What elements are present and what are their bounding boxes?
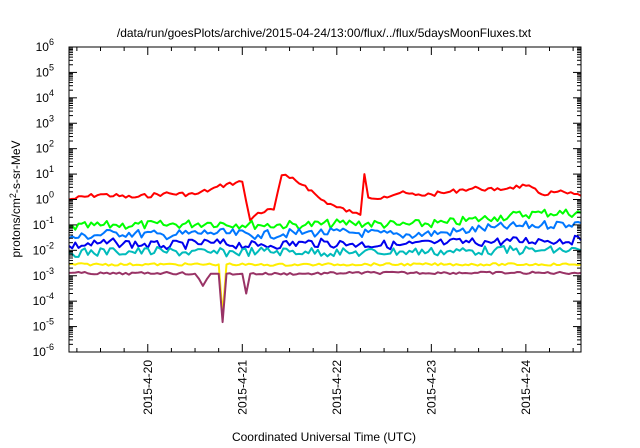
series-line-2 <box>68 208 582 231</box>
y-tick-base: 10 <box>33 269 47 283</box>
y-tick-label: 10-1 <box>33 215 54 232</box>
y-axis-label: protons/cm2-s-sr-MeV <box>8 140 23 257</box>
y-tick-label: 103 <box>36 113 54 130</box>
series-line-5 <box>68 245 582 258</box>
y-tick-exp: -5 <box>46 317 54 327</box>
y-tick-exp: -6 <box>46 342 54 352</box>
series-line-1 <box>68 173 582 222</box>
y-tick-exp: 4 <box>49 88 54 98</box>
y-tick-base: 10 <box>33 218 47 232</box>
y-tick-label: 101 <box>36 164 54 181</box>
y-tick-base: 10 <box>36 142 50 156</box>
y-tick-exp: -2 <box>46 240 54 250</box>
y-tick-base: 10 <box>36 40 50 54</box>
x-tick-label: 2015-4-23 <box>424 360 438 415</box>
y-axis-label-suffix: -s-sr-MeV <box>9 140 23 193</box>
y-tick-label: 100 <box>36 190 54 207</box>
series-line-3 <box>68 220 582 241</box>
y-tick-base: 10 <box>36 91 50 105</box>
chart-title: /data/run/goesPlots/archive/2015-04-24/1… <box>117 26 532 40</box>
y-tick-label: 10-6 <box>33 342 54 359</box>
y-axis-label-prefix: protons/cm <box>9 198 23 257</box>
y-tick-label: 10-2 <box>33 240 54 257</box>
y-tick-base: 10 <box>33 243 47 257</box>
series-layer <box>68 173 582 324</box>
y-tick-label: 105 <box>36 62 54 79</box>
y-tick-label: 10-4 <box>33 291 54 308</box>
y-tick-exp: 2 <box>49 139 54 149</box>
y-tick-label: 10-5 <box>33 317 54 334</box>
y-tick-label: 102 <box>36 139 54 156</box>
y-tick-base: 10 <box>36 167 50 181</box>
y-tick-label: 106 <box>36 37 54 54</box>
y-axis-label-sup: 2 <box>8 193 18 198</box>
y-tick-exp: -4 <box>46 291 54 301</box>
y-tick-label: 104 <box>36 88 54 105</box>
x-tick-label: 2015-4-24 <box>519 360 533 415</box>
y-tick-exp: -3 <box>46 266 54 276</box>
x-tick-label: 2015-4-20 <box>141 360 155 415</box>
x-tick-label: 2015-4-22 <box>330 360 344 415</box>
y-tick-base: 10 <box>33 294 47 308</box>
series-line-7 <box>68 270 582 324</box>
x-axis: 2015-4-20 2015-4-21 2015-4-22 2015-4-23 2015… <box>76 47 574 415</box>
y-tick-base: 10 <box>36 116 50 130</box>
y-tick-base: 10 <box>33 320 47 334</box>
y-tick-exp: 1 <box>49 164 54 174</box>
y-tick-base: 10 <box>33 345 47 359</box>
x-axis-label: Coordinated Universal Time (UTC) <box>232 430 416 444</box>
y-tick-exp: 5 <box>49 62 54 72</box>
y-tick-exp: 0 <box>49 190 54 200</box>
y-tick-base: 10 <box>36 193 50 207</box>
y-axis: 10610510410310210110010-110-210-310-410-… <box>33 37 581 359</box>
y-tick-exp: 3 <box>49 113 54 123</box>
x-tick-label: 2015-4-21 <box>235 360 249 415</box>
plot-frame <box>68 46 582 353</box>
y-tick-exp: 6 <box>49 37 54 47</box>
y-tick-base: 10 <box>36 65 50 79</box>
series-line-4 <box>68 234 582 251</box>
y-tick-exp: -1 <box>46 215 54 225</box>
y-tick-label: 10-3 <box>33 266 54 283</box>
series-line-6 <box>68 262 582 316</box>
